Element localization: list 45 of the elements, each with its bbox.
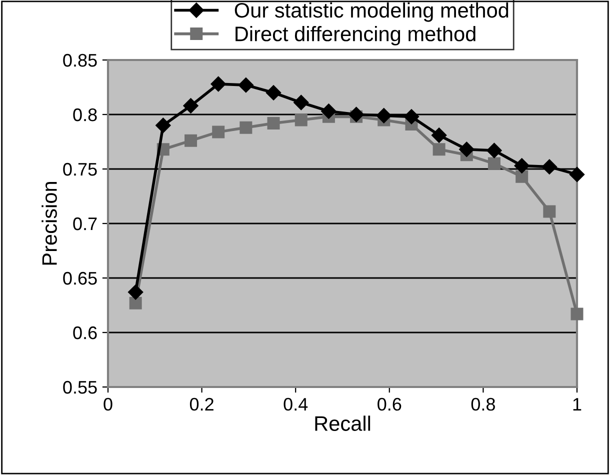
y-tick-label: 0.7 <box>73 217 97 230</box>
x-axis-title: Recall <box>315 416 370 431</box>
point <box>240 121 252 134</box>
point <box>376 108 392 124</box>
y-tick-label: 0.8 <box>73 108 97 122</box>
point <box>542 159 557 174</box>
x-tick-label: 1 <box>573 398 582 410</box>
point <box>266 85 282 100</box>
point <box>210 76 226 92</box>
point <box>488 157 500 170</box>
legend-label: Direct differencing method <box>236 26 476 46</box>
point <box>516 170 528 183</box>
y-tick-label: 0.75 <box>63 162 97 176</box>
point <box>514 158 530 174</box>
point <box>294 114 308 126</box>
x-tick-label: 0.8 <box>471 398 495 411</box>
point <box>212 126 225 138</box>
point <box>404 109 420 124</box>
point <box>156 118 171 133</box>
point <box>128 284 144 300</box>
point <box>348 106 364 122</box>
y-tick-label: 0.85 <box>63 54 97 67</box>
point <box>570 308 584 320</box>
point <box>459 142 474 157</box>
y-tick-label: 0.6 <box>73 326 97 340</box>
point <box>321 104 336 119</box>
point <box>129 296 142 310</box>
point <box>431 128 447 143</box>
y-tick-label: 0.55 <box>63 380 97 394</box>
y-axis-title: Precision <box>42 182 57 265</box>
x-tick-label: 0.2 <box>190 398 214 411</box>
legend-label: Our statistic modeling method <box>234 2 508 22</box>
x-tick-label: 0 <box>104 398 112 411</box>
point <box>267 116 280 130</box>
x-tick-label: 0.4 <box>284 398 308 411</box>
point <box>238 78 254 93</box>
point <box>294 94 309 110</box>
point <box>486 142 502 158</box>
point <box>569 166 585 182</box>
point <box>184 134 198 147</box>
point <box>432 143 446 156</box>
point <box>543 205 556 218</box>
x-tick-label: 0.6 <box>378 398 402 411</box>
y-tick-label: 0.65 <box>63 272 97 285</box>
point <box>183 98 198 114</box>
